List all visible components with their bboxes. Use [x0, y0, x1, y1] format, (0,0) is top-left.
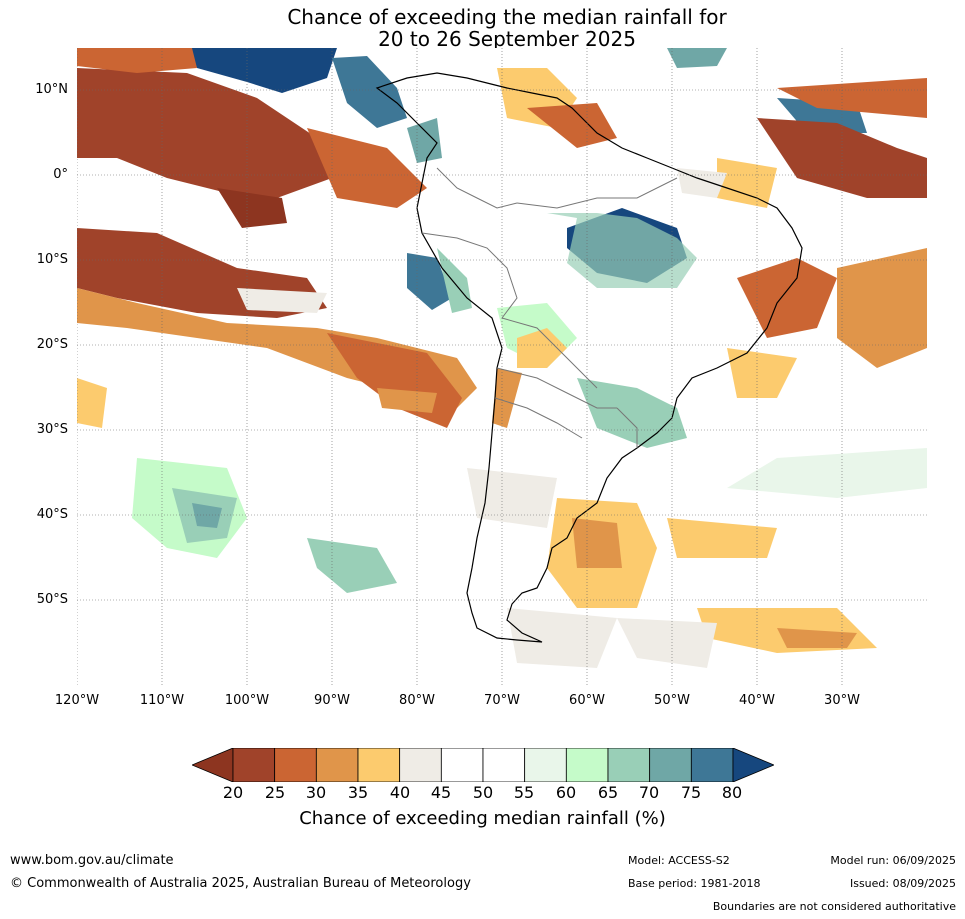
colorbar-segment	[524, 748, 567, 782]
colorbar	[192, 748, 774, 782]
colorbar-tick-50: 50	[472, 783, 494, 802]
lon-label-60w: 60°W	[569, 693, 605, 708]
colorbar-tick-40: 40	[389, 783, 411, 802]
colorbar-tick-65: 65	[597, 783, 619, 802]
lon-label-90w: 90°W	[314, 693, 350, 708]
lon-label-100w: 100°W	[224, 693, 270, 708]
colorbar-tick-80: 80	[721, 783, 743, 802]
lon-label-110w: 110°W	[139, 693, 185, 708]
lon-label-30w: 30°W	[824, 693, 860, 708]
website-link[interactable]: www.bom.gov.au/climate	[10, 853, 174, 868]
colorbar-segment	[274, 748, 317, 782]
colorbar-tick-75: 75	[680, 783, 702, 802]
colorbar-tick-70: 70	[638, 783, 660, 802]
lat-label-0: 0°	[53, 167, 68, 182]
lat-label-50s: 50°S	[36, 592, 68, 607]
map-title-line1: Chance of exceeding the median rainfall …	[287, 5, 727, 29]
lat-label-20s: 20°S	[36, 337, 68, 352]
colorbar-segment	[357, 748, 401, 782]
country-borders	[421, 167, 678, 448]
lon-label-80w: 80°W	[399, 693, 435, 708]
lat-label-10n: 10°N	[35, 82, 68, 97]
model-name: Model: ACCESS-S2	[628, 854, 730, 867]
issued-date: Issued: 08/09/2025	[849, 877, 956, 890]
colorbar-tick-20: 20	[222, 783, 244, 802]
colorbar-segment	[232, 748, 276, 782]
colorbar-segment	[565, 748, 609, 782]
colorbar-tick-35: 35	[347, 783, 369, 802]
colorbar-tick-60: 60	[555, 783, 577, 802]
model-run-date: Model run: 06/09/2025	[830, 854, 956, 867]
near-median-areas	[237, 168, 727, 668]
colorbar-segment	[649, 748, 692, 782]
colorbar-tick-25: 25	[264, 783, 286, 802]
colorbar-tick-55: 55	[513, 783, 535, 802]
lat-label-10s: 10°S	[36, 252, 68, 267]
lat-label-40s: 40°S	[36, 507, 68, 522]
lon-label-70w: 70°W	[484, 693, 520, 708]
colorbar-segment	[315, 748, 359, 782]
colorbar-segment	[399, 748, 442, 782]
lon-label-120w: 120°W	[54, 693, 100, 708]
map-title-line2: 20 to 26 September 2025	[378, 27, 636, 51]
base-period: Base period: 1981-2018	[628, 877, 761, 890]
colorbar-segment	[440, 748, 484, 782]
colorbar-tick-45: 45	[430, 783, 452, 802]
colorbar-tick-30: 30	[305, 783, 327, 802]
colorbar-below-arrow	[192, 748, 234, 782]
colorbar-segment	[607, 748, 651, 782]
colorbar-label: Chance of exceeding median rainfall (%)	[299, 808, 666, 829]
graticule	[77, 48, 927, 686]
lon-label-40w: 40°W	[739, 693, 775, 708]
boundaries-note: Boundaries are not considered authoritat…	[712, 900, 956, 913]
lat-label-30s: 30°S	[36, 422, 68, 437]
copyright-text: © Commonwealth of Australia 2025, Austra…	[10, 876, 471, 891]
rainfall-probability-map	[77, 48, 927, 686]
colorbar-segment	[690, 748, 734, 782]
colorbar-segment	[482, 748, 526, 782]
colorbar-above-arrow	[732, 748, 774, 782]
lon-label-50w: 50°W	[654, 693, 690, 708]
